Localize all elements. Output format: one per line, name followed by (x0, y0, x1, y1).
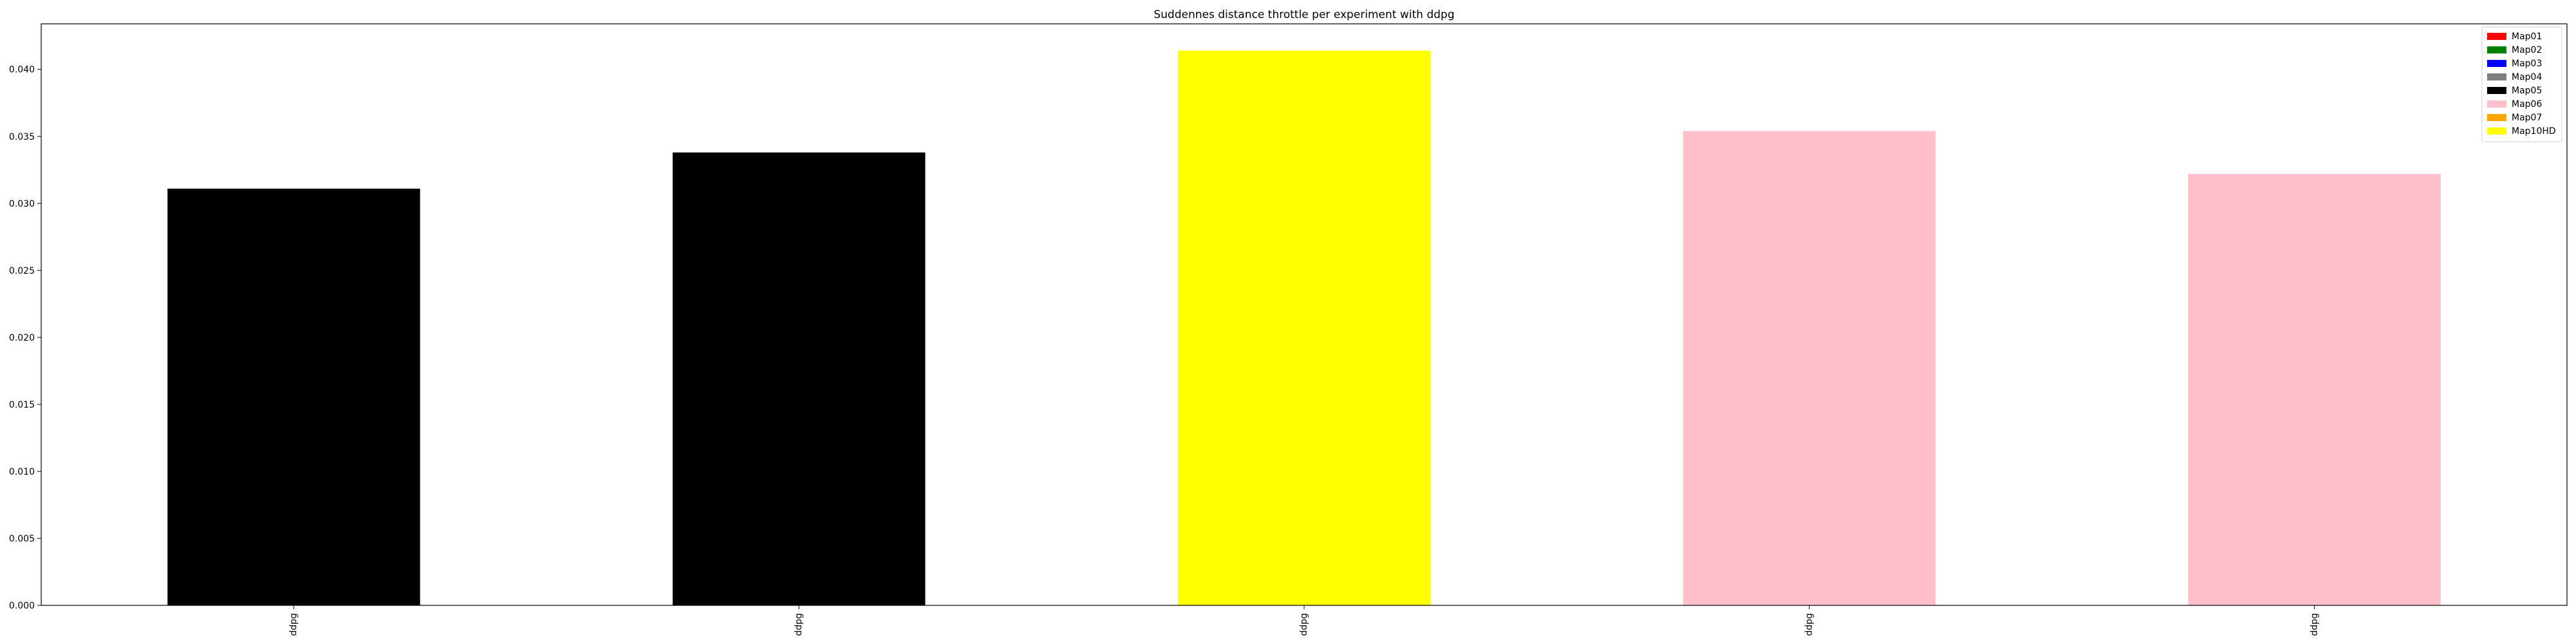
bar-2 (672, 152, 925, 605)
legend: Map01 Map02 Map03 Map04 Map05 Map06 Map07 Map10… (2481, 26, 2562, 142)
y-tick-label: 0.040 (9, 65, 35, 75)
y-tick-label: 0.030 (9, 199, 35, 209)
x-tick-label: ddpg (289, 613, 299, 636)
y-tick-label: 0.025 (9, 266, 35, 276)
legend-swatch (2487, 87, 2506, 94)
y-axis: 0.000 0.005 0.010 0.015 0.020 0.025 0.030 0.035… (9, 65, 41, 611)
bar-3 (1177, 50, 1431, 605)
x-tick-label: ddpg (794, 613, 804, 636)
legend-swatch (2487, 46, 2506, 53)
legend-label: Map06 (2512, 99, 2542, 109)
chart-title: Suddennes distance throttle per experime… (1153, 8, 1454, 21)
legend-swatch (2487, 33, 2506, 40)
y-tick-label: 0.005 (9, 534, 35, 544)
y-tick-label: 0.000 (9, 601, 35, 611)
legend-label: Map07 (2512, 113, 2542, 123)
y-tick-label: 0.015 (9, 400, 35, 410)
x-tick-label: ddpg (1299, 613, 1309, 636)
x-tick-label: ddpg (1804, 613, 1814, 636)
bar-4 (1683, 131, 1936, 606)
x-tick-label: ddpg (2309, 613, 2320, 636)
legend-label: Map05 (2512, 86, 2542, 96)
plot-frame (41, 23, 2568, 606)
y-tick-label: 0.010 (9, 467, 35, 477)
legend-swatch (2487, 128, 2506, 135)
legend-swatch (2487, 60, 2506, 67)
x-axis: ddpg ddpg ddpg ddpg ddpg (289, 605, 2320, 636)
legend-label: Map03 (2512, 59, 2542, 69)
legend-swatch (2487, 73, 2506, 80)
legend-label: Map10HD (2512, 126, 2556, 137)
y-tick-label: 0.035 (9, 132, 35, 142)
y-tick-label: 0.020 (9, 333, 35, 343)
bar-1 (167, 188, 421, 606)
legend-swatch (2487, 100, 2506, 108)
legend-swatch (2487, 114, 2506, 121)
legend-label: Map01 (2512, 32, 2542, 42)
legend-label: Map02 (2512, 45, 2542, 55)
bar-5 (2188, 174, 2441, 606)
legend-box (2481, 26, 2562, 142)
legend-label: Map04 (2512, 72, 2542, 82)
bars-layer (167, 50, 2441, 606)
